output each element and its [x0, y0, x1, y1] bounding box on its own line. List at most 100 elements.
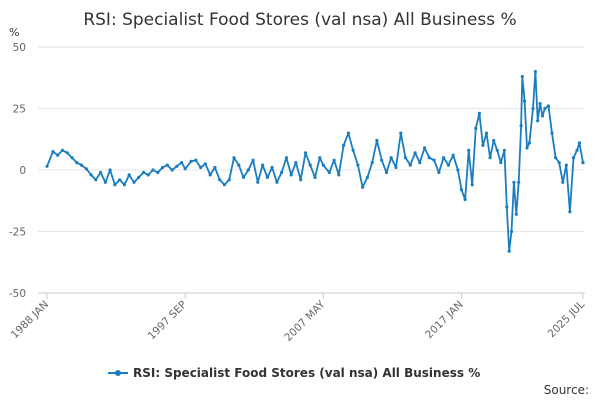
data-point[interactable] — [561, 180, 565, 184]
data-point[interactable] — [251, 158, 255, 162]
data-point[interactable] — [525, 146, 529, 150]
data-point[interactable] — [356, 163, 360, 167]
data-point[interactable] — [418, 161, 422, 165]
data-point[interactable] — [146, 173, 150, 177]
data-point[interactable] — [575, 148, 579, 152]
data-point[interactable] — [538, 102, 542, 106]
data-point[interactable] — [423, 146, 427, 150]
data-point[interactable] — [520, 74, 524, 79]
data-point[interactable] — [540, 114, 545, 118]
data-point[interactable] — [370, 161, 374, 165]
data-point[interactable] — [270, 165, 274, 170]
data-point[interactable] — [208, 173, 212, 177]
data-point[interactable] — [375, 138, 379, 143]
data-point[interactable] — [60, 148, 65, 152]
data-point[interactable] — [151, 168, 155, 172]
data-point[interactable] — [332, 158, 336, 162]
data-point[interactable] — [437, 170, 441, 175]
data-point[interactable] — [327, 170, 331, 175]
data-point[interactable] — [246, 168, 250, 172]
data-point[interactable] — [505, 205, 509, 209]
data-point[interactable] — [313, 175, 317, 179]
data-point[interactable] — [199, 165, 203, 170]
data-point[interactable] — [499, 161, 503, 165]
data-point[interactable] — [514, 212, 518, 216]
data-point[interactable] — [484, 131, 489, 135]
data-point[interactable] — [127, 173, 131, 177]
data-point[interactable] — [160, 165, 165, 170]
data-point[interactable] — [189, 159, 193, 163]
data-point[interactable] — [509, 229, 514, 234]
data-point[interactable] — [432, 158, 436, 162]
data-point[interactable] — [495, 148, 499, 152]
data-point[interactable] — [467, 148, 471, 152]
data-point[interactable] — [227, 178, 231, 182]
data-point[interactable] — [527, 141, 532, 145]
data-point[interactable] — [308, 163, 312, 167]
data-point[interactable] — [550, 131, 554, 135]
data-point[interactable] — [94, 178, 98, 182]
data-point[interactable] — [481, 143, 485, 147]
data-point[interactable] — [122, 183, 126, 187]
data-point[interactable] — [294, 161, 298, 165]
data-point[interactable] — [289, 173, 293, 177]
data-point[interactable] — [65, 151, 69, 155]
data-point[interactable] — [89, 173, 93, 177]
data-point[interactable] — [241, 175, 246, 179]
data-point[interactable] — [141, 170, 146, 175]
data-point[interactable] — [394, 165, 398, 170]
data-point[interactable] — [459, 188, 464, 192]
data-point[interactable] — [463, 197, 467, 202]
data-point[interactable] — [132, 180, 136, 184]
data-point[interactable] — [564, 163, 568, 167]
data-point[interactable] — [275, 180, 279, 184]
data-point[interactable] — [517, 180, 521, 184]
data-point[interactable] — [165, 163, 169, 167]
data-point[interactable] — [113, 183, 117, 187]
data-point[interactable] — [477, 111, 481, 115]
data-point[interactable] — [70, 156, 74, 160]
data-point[interactable] — [523, 99, 527, 103]
data-point[interactable] — [222, 183, 227, 187]
data-point[interactable] — [351, 148, 355, 152]
data-point[interactable] — [103, 180, 107, 184]
data-point[interactable] — [507, 249, 511, 253]
data-point[interactable] — [427, 156, 431, 160]
data-point[interactable] — [45, 164, 49, 168]
data-point[interactable] — [389, 156, 393, 160]
data-point[interactable] — [256, 180, 260, 184]
data-point[interactable] — [84, 167, 88, 171]
data-point[interactable] — [403, 156, 408, 160]
data-point[interactable] — [284, 156, 288, 160]
data-point[interactable] — [470, 183, 474, 187]
data-point[interactable] — [442, 156, 446, 160]
data-point[interactable] — [557, 161, 561, 165]
data-point[interactable] — [512, 180, 516, 184]
data-point[interactable] — [488, 156, 492, 160]
data-point[interactable] — [408, 163, 412, 167]
data-point[interactable] — [79, 163, 84, 167]
data-point[interactable] — [183, 167, 187, 171]
data-point[interactable] — [571, 156, 576, 160]
data-point[interactable] — [361, 185, 365, 189]
data-point[interactable] — [213, 165, 217, 170]
data-point[interactable] — [380, 158, 384, 162]
data-point[interactable] — [218, 178, 222, 182]
data-point[interactable] — [346, 131, 350, 135]
data-point[interactable] — [118, 178, 122, 182]
data-point[interactable] — [474, 126, 478, 130]
data-point[interactable] — [577, 141, 582, 145]
data-point[interactable] — [108, 168, 112, 172]
data-point[interactable] — [261, 163, 265, 167]
data-point[interactable] — [99, 170, 103, 175]
data-point[interactable] — [194, 158, 198, 162]
data-point[interactable] — [321, 163, 325, 167]
data-point[interactable] — [399, 131, 403, 135]
data-point[interactable] — [531, 106, 535, 111]
data-point[interactable] — [337, 173, 341, 177]
data-point[interactable] — [492, 138, 496, 143]
data-point[interactable] — [75, 161, 79, 165]
data-point[interactable] — [303, 151, 308, 155]
data-point[interactable] — [280, 170, 284, 175]
data-point[interactable] — [56, 153, 60, 157]
